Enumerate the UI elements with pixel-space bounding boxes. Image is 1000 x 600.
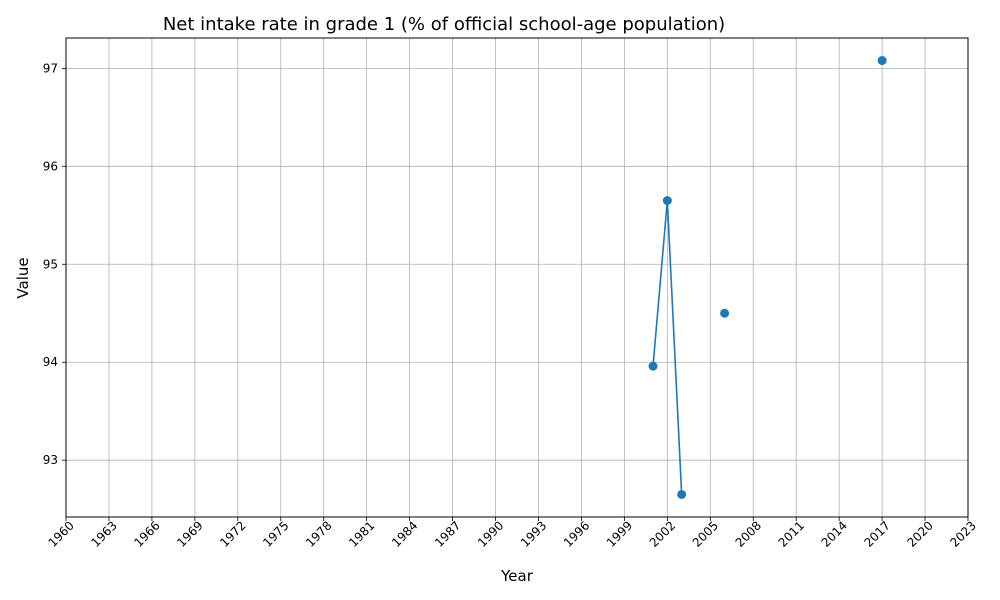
x-tick-label: 1969 — [174, 518, 205, 549]
y-tick-label: 95 — [43, 257, 58, 271]
x-tick-label: 1993 — [518, 518, 549, 549]
y-tick-label: 96 — [43, 159, 58, 173]
x-tick-label: 1984 — [389, 518, 420, 549]
chart-title: Net intake rate in grade 1 (% of officia… — [163, 14, 725, 35]
x-tick-label: 2014 — [819, 518, 850, 549]
x-tick-label: 1981 — [346, 518, 377, 549]
x-tick-label: 2023 — [947, 518, 978, 549]
x-tick-label: 1999 — [604, 518, 635, 549]
data-point — [677, 489, 687, 499]
x-tick-label: 1963 — [88, 518, 119, 549]
x-tick-label: 2020 — [904, 518, 935, 549]
x-tick-label: 2017 — [862, 518, 893, 549]
data-point — [662, 196, 672, 206]
x-tick-label: 2005 — [690, 518, 721, 549]
x-axis-ticks: 1960 1963 1966 1969 1972 1975 1978 1981 1984 1987… — [45, 517, 979, 550]
x-tick-label: 1975 — [260, 518, 291, 549]
x-tick-label: 2002 — [647, 518, 678, 549]
data-point — [877, 56, 887, 66]
x-tick-label: 1990 — [475, 518, 506, 549]
x-tick-label: 1978 — [303, 518, 334, 549]
x-tick-label: 1966 — [131, 518, 162, 549]
plot-area-frame — [65, 37, 969, 518]
data-point — [720, 308, 730, 318]
x-tick-label: 1987 — [432, 518, 463, 549]
y-tick-label: 97 — [43, 61, 58, 75]
y-tick-label: 94 — [43, 355, 58, 369]
x-axis-label: Year — [500, 567, 534, 585]
x-tick-label: 2011 — [776, 518, 807, 549]
series-layer — [648, 56, 887, 499]
x-tick-label: 1972 — [217, 518, 248, 549]
grid-lines — [65, 38, 969, 517]
x-tick-label: 2008 — [733, 518, 764, 549]
y-axis-ticks: 93 94 95 96 97 — [43, 61, 66, 467]
x-tick-label: 1996 — [561, 518, 592, 549]
y-tick-label: 93 — [43, 453, 58, 467]
y-axis-label: Value — [14, 257, 32, 298]
data-point — [648, 361, 658, 371]
x-tick-label: 1960 — [45, 518, 76, 549]
